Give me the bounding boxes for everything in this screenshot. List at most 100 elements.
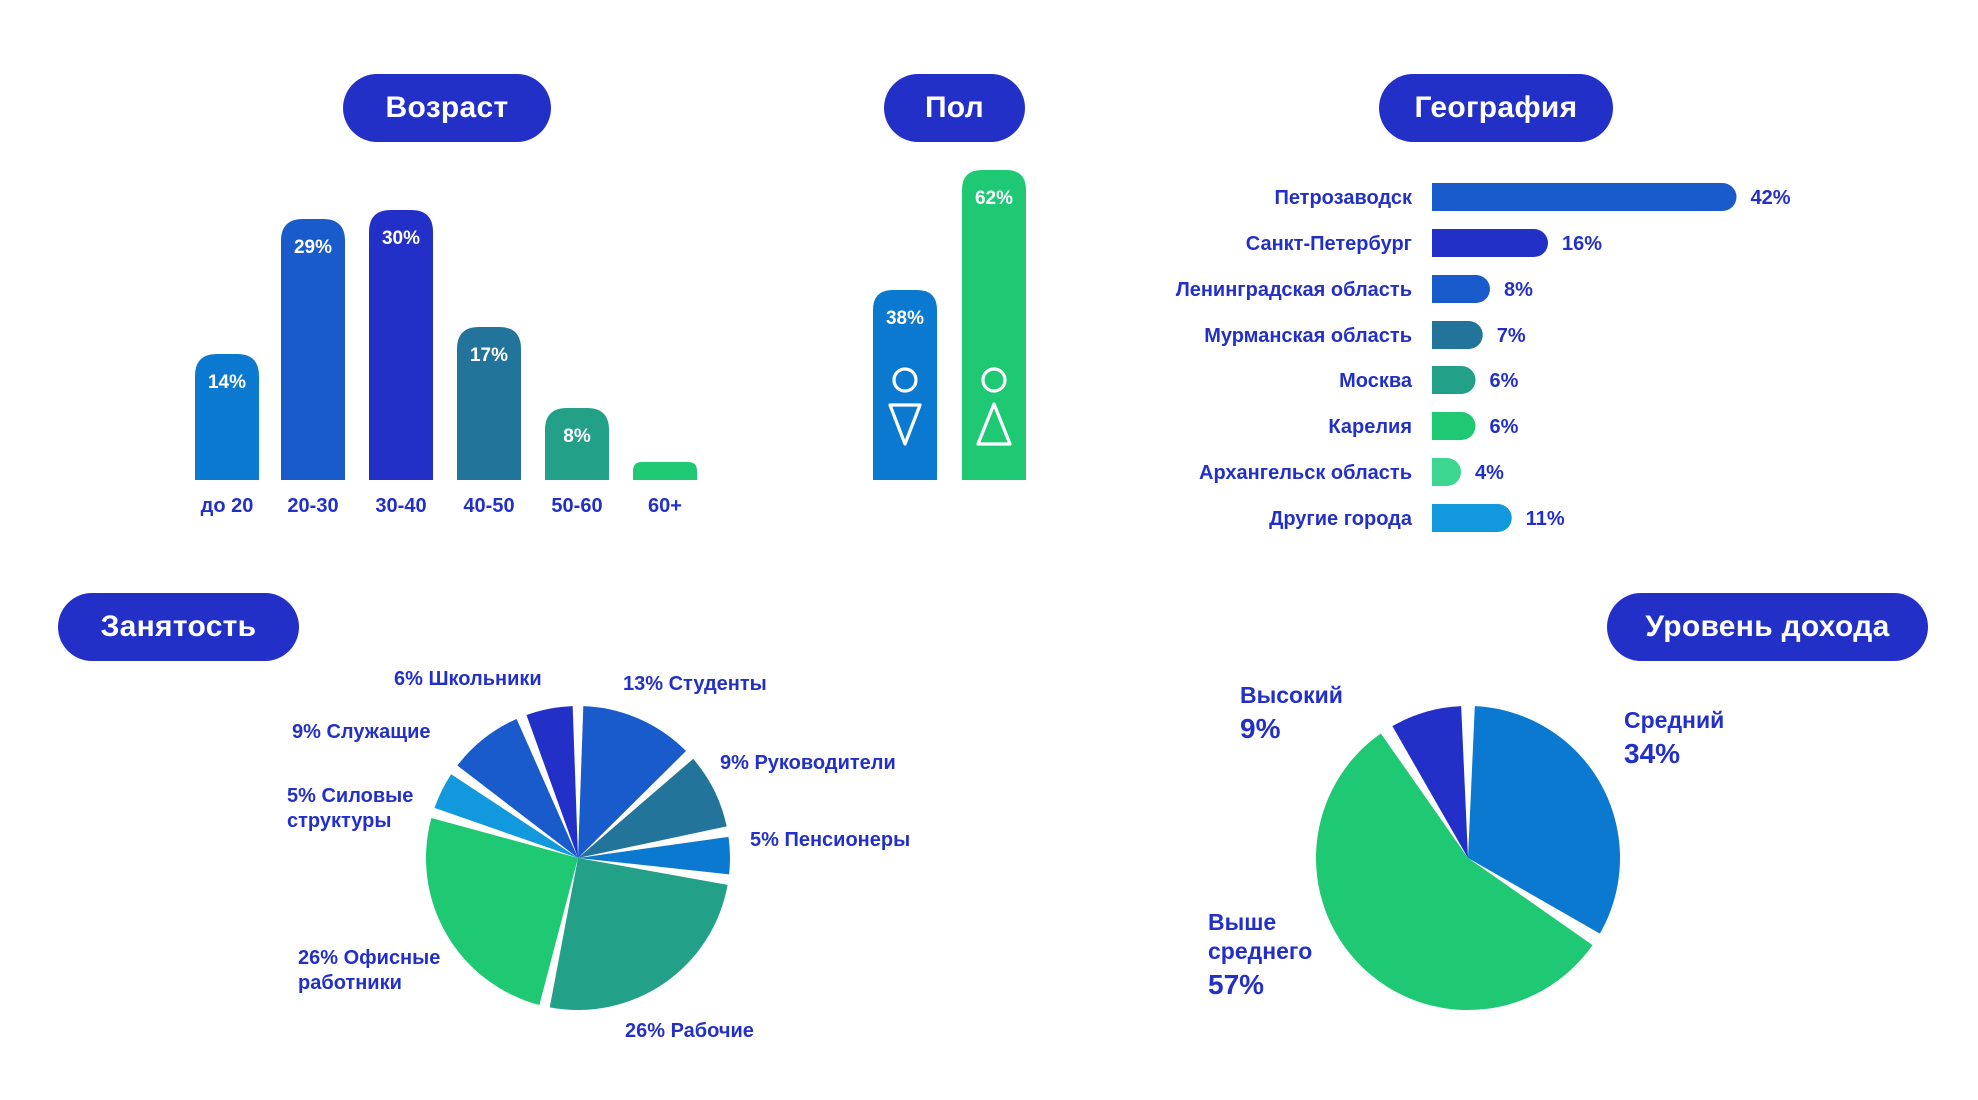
geo-bar-value: 8% [1504, 279, 1533, 301]
geo-category-label: Карелия [1328, 416, 1412, 438]
employment-slice [578, 836, 730, 875]
geo-category-label: Другие города [1269, 508, 1413, 530]
employment-slice [578, 758, 727, 858]
employment-slice [457, 718, 578, 858]
employment-slice [526, 706, 578, 858]
geo-category-label: Москва [1339, 370, 1413, 392]
geo-bar-value: 7% [1497, 325, 1526, 347]
age-tick-label: 30-40 [375, 495, 426, 517]
geo-bar [1432, 275, 1490, 303]
employment-slice-label-line: 9% Руководители [720, 752, 896, 774]
income-slice-name-line: среднего [1208, 938, 1312, 964]
employment-slice-label: 9% Служащие [292, 721, 431, 743]
geo-category-label: Мурманская область [1204, 325, 1412, 347]
geo-bar [1432, 366, 1476, 394]
age-bar [633, 462, 697, 480]
age-bar [545, 408, 609, 480]
age-title: Возраст [343, 74, 551, 142]
income-slice-name: Высокий [1240, 682, 1343, 708]
employment-slice-label: 13% Студенты [623, 673, 767, 695]
gender-icon-body [888, 403, 922, 446]
geo-bar [1432, 458, 1461, 486]
geo-chart: Петрозаводск 42% Санкт-Петербург 16% Ленингр… [1176, 183, 1791, 532]
gender-icon-body [976, 402, 1012, 446]
income-slice-name-line: Высокий [1240, 682, 1343, 708]
employment-slice-label-line: работники [298, 972, 402, 994]
age-tick-label: 50-60 [551, 495, 602, 517]
employment-slice-label-line: 9% Служащие [292, 721, 431, 743]
geo-bar [1432, 229, 1548, 257]
geo-bar-value: 6% [1490, 416, 1519, 438]
geo-bar-value: 42% [1751, 187, 1791, 209]
employment-slice-label-line: 5% Пенсионеры [750, 829, 910, 851]
age-bar-value: 17% [470, 345, 508, 366]
employment-slice [549, 858, 728, 1010]
employment-slice-label: 5% Силовые структуры [287, 785, 413, 832]
employment-slice [434, 774, 578, 858]
gender-title: Пол [884, 74, 1025, 142]
employment-slice [426, 817, 578, 1006]
geo-bar [1432, 321, 1483, 349]
employment-pie: 13% Студенты 9% Руководители 5% Пенсионеры… [287, 668, 910, 1042]
age-bar [369, 210, 433, 480]
income-slice-value: 34% [1624, 738, 1680, 769]
age-chart: 14% до 20 29% 20-30 30% 30-40 17% 40-50 8% 50-60 2… [195, 210, 697, 517]
income-slice-name: Выше среднего [1208, 909, 1312, 964]
geo-bar-value: 6% [1490, 370, 1519, 392]
age-bar-value: 30% [382, 228, 420, 249]
age-bar-value: 14% [208, 372, 246, 393]
gender-chart: 38% 62% [873, 170, 1026, 480]
employment-slice-label-line: 26% Рабочие [625, 1020, 754, 1042]
employment-slice-label: 6% Школьники [394, 668, 542, 690]
geo-category-label: Ленинградская область [1176, 279, 1412, 301]
gender-bar [873, 290, 937, 480]
age-tick-label: 40-50 [463, 495, 514, 517]
employment-slice-label: 9% Руководители [720, 752, 896, 774]
income-slice-value: 9% [1240, 713, 1281, 744]
age-bar-value: 2% [651, 480, 679, 501]
geo-bar [1432, 183, 1737, 211]
geo-bar [1432, 412, 1476, 440]
gender-icon-head [892, 367, 918, 393]
income-slice-name: Средний [1624, 707, 1724, 733]
geo-bar-value: 16% [1562, 233, 1602, 255]
employment-slice-label: 5% Пенсионеры [750, 829, 910, 851]
age-tick-label: 20-30 [287, 495, 338, 517]
income-slice [1392, 706, 1468, 858]
gender-icon-head [981, 367, 1007, 393]
age-bar [281, 219, 345, 480]
age-tick-label: 60+ [648, 495, 682, 517]
geo-category-label: Санкт-Петербург [1246, 233, 1412, 255]
income-title: Уровень дохода [1607, 593, 1928, 661]
geo-bar [1432, 504, 1512, 532]
male-icon [888, 367, 922, 446]
employment-slice-label-line: 5% Силовые [287, 785, 413, 807]
age-bar [195, 354, 259, 480]
gender-bar-value: 38% [886, 308, 924, 329]
geo-bar-value: 4% [1475, 462, 1504, 484]
gender-bar [962, 170, 1026, 480]
age-tick-label: до 20 [201, 495, 254, 517]
income-pie: Средний 34% Выше среднего 57% Высокий 9% [1208, 682, 1724, 1010]
female-icon [976, 367, 1012, 446]
geo-category-label: Петрозаводск [1274, 187, 1413, 209]
income-slice-name-line: Средний [1624, 707, 1724, 733]
employment-slice-label-line: 6% Школьники [394, 668, 542, 690]
employment-slice-label-line: 13% Студенты [623, 673, 767, 695]
employment-slice-label: 26% Рабочие [625, 1020, 754, 1042]
income-slice-value: 57% [1208, 969, 1264, 1000]
employment-slice [578, 706, 686, 858]
employment-slice-label-line: структуры [287, 810, 391, 832]
geo-title: География [1379, 74, 1613, 142]
employment-slice-label-line: 26% Офисные [298, 947, 440, 969]
age-bar-value: 29% [294, 237, 332, 258]
age-bar-value: 8% [563, 426, 591, 447]
income-slice-name-line: Выше [1208, 909, 1276, 935]
income-slice [1316, 733, 1593, 1010]
employment-title: Занятость [58, 593, 299, 661]
geo-category-label: Архангельск область [1199, 462, 1412, 484]
income-slice [1468, 706, 1620, 934]
geo-bar-value: 11% [1526, 508, 1565, 530]
gender-bar-value: 62% [975, 188, 1013, 209]
